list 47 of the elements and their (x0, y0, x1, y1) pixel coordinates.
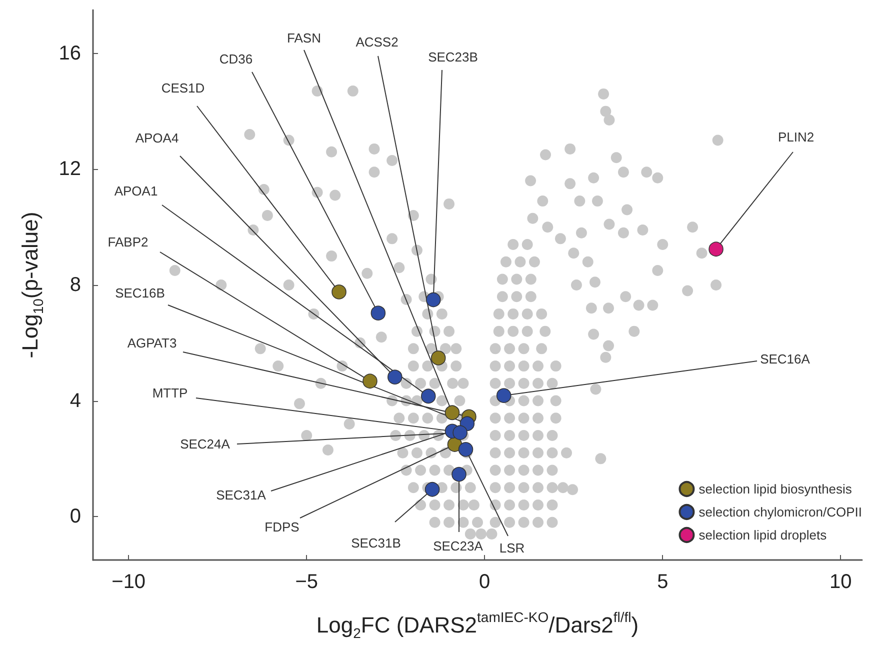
point (444, 405, 460, 420)
annotation: LSR (499, 540, 525, 556)
annotation: MTTP (152, 386, 188, 400)
point (452, 466, 466, 482)
annotation: FABP2 (108, 234, 148, 250)
annotation: FDPS (264, 520, 300, 534)
point (388, 370, 402, 384)
annotation: CES1D (161, 80, 205, 96)
annotation: FASN (287, 30, 321, 46)
y-tick-label: 0 (70, 506, 81, 528)
x-tick-label: −10 (112, 571, 146, 593)
legend-label: selection lipid biosynthesis (698, 482, 852, 496)
annotation: SEC16B (115, 286, 165, 300)
annotation: SEC23B (428, 50, 478, 64)
point (452, 425, 468, 440)
point (708, 242, 724, 256)
x-tick-label: −5 (295, 571, 318, 593)
point (370, 306, 386, 320)
annotation: SEC31B (351, 536, 401, 550)
annotation: APOA1 (114, 184, 158, 198)
annotation: SEC31A (216, 488, 266, 502)
y-tick-label: 12 (58, 158, 81, 180)
y-tick-label: 8 (70, 274, 81, 296)
annotation: SEC23A (433, 538, 484, 554)
point (332, 284, 346, 300)
x-tick-label: 10 (830, 571, 852, 593)
point (496, 388, 512, 403)
annotation: SEC24A (180, 436, 230, 452)
annotation: SEC16A (760, 352, 810, 366)
point (420, 388, 436, 404)
annotation: ACSS2 (356, 34, 398, 50)
y-tick-label: 4 (70, 390, 81, 412)
legend-label: selection lipid droplets (698, 528, 828, 542)
legend-label: selection chylomicron/COPII (698, 504, 862, 520)
y-tick-label: 16 (58, 42, 81, 64)
point (362, 374, 378, 388)
x-tick-label: 0 (479, 571, 490, 593)
point (426, 292, 441, 308)
x-tick-label: 5 (657, 571, 668, 593)
point (424, 482, 440, 497)
point (430, 350, 446, 366)
annotation: PLIN2 (778, 130, 814, 144)
point (458, 442, 474, 457)
annotation: CD36 (219, 52, 253, 66)
annotation: APOA4 (135, 130, 179, 146)
y-axis-title: -Log10(p-value) (18, 212, 46, 358)
annotation: AGPAT3 (127, 336, 177, 350)
